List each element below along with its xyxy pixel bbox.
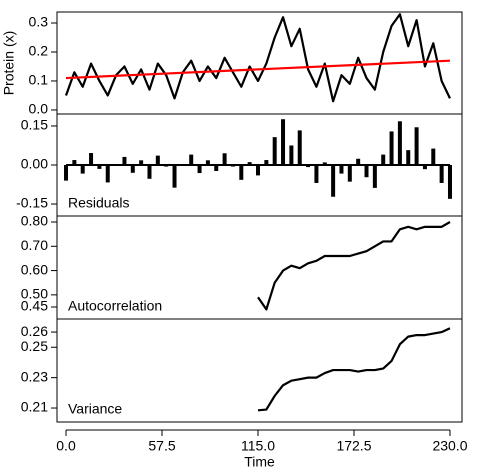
bar bbox=[97, 165, 102, 169]
bar bbox=[322, 162, 327, 165]
bar bbox=[397, 121, 402, 165]
bar bbox=[130, 165, 135, 173]
bar bbox=[339, 165, 344, 174]
bar bbox=[414, 127, 419, 165]
y-tick-label: 0.1 bbox=[29, 72, 49, 88]
x-tick-label: 230.0 bbox=[432, 438, 467, 454]
y-tick-label: 0.25 bbox=[21, 338, 48, 354]
y-tick-label: 0.60 bbox=[21, 261, 48, 277]
x-tick-label: 115.0 bbox=[241, 438, 275, 454]
bar bbox=[72, 160, 77, 165]
bar bbox=[122, 156, 127, 165]
x-tick-label: 172.5 bbox=[336, 438, 371, 454]
y-tick-label: 0.0 bbox=[29, 101, 49, 117]
series-line bbox=[64, 13, 451, 103]
bar bbox=[372, 165, 377, 188]
bar bbox=[431, 148, 436, 165]
panel-label: Residuals bbox=[68, 195, 129, 211]
bar bbox=[139, 160, 144, 165]
panel-label: Variance bbox=[68, 401, 122, 417]
bar bbox=[64, 165, 69, 181]
x-tick-label: 57.5 bbox=[148, 438, 175, 454]
bar bbox=[289, 145, 294, 165]
bar bbox=[314, 165, 319, 183]
bar bbox=[272, 137, 277, 165]
y-tick-label: 0.70 bbox=[21, 237, 48, 253]
y-axis-label: Protein (x) bbox=[1, 31, 17, 96]
bar bbox=[381, 154, 386, 165]
series-line bbox=[257, 221, 451, 311]
bar bbox=[306, 165, 311, 168]
y-tick-label: 0.3 bbox=[29, 14, 49, 30]
bar bbox=[147, 165, 152, 179]
bar bbox=[264, 160, 269, 165]
series-line bbox=[257, 327, 451, 412]
bar bbox=[89, 153, 94, 165]
bar bbox=[331, 165, 336, 197]
y-tick-label: 0.26 bbox=[21, 323, 48, 339]
x-axis-label: Time bbox=[244, 454, 275, 470]
bar bbox=[172, 165, 177, 188]
bar bbox=[214, 165, 219, 171]
bar bbox=[222, 153, 227, 165]
bar bbox=[247, 162, 252, 165]
bar bbox=[356, 158, 361, 165]
y-tick-label: 0.23 bbox=[21, 368, 48, 384]
bar bbox=[80, 165, 85, 174]
y-tick-label: 0.45 bbox=[21, 298, 48, 314]
bar bbox=[255, 165, 260, 176]
bar bbox=[155, 155, 160, 165]
bar bbox=[189, 154, 194, 165]
panel-label: Autocorrelation bbox=[68, 298, 162, 314]
panel-frame bbox=[56, 318, 463, 423]
bar bbox=[205, 160, 210, 165]
y-tick-label: 0.15 bbox=[21, 117, 48, 133]
bar bbox=[347, 165, 352, 182]
bar bbox=[197, 165, 202, 174]
y-tick-label: 0.00 bbox=[21, 156, 48, 172]
bar bbox=[422, 165, 427, 170]
bar bbox=[239, 165, 244, 180]
y-tick-label: -0.15 bbox=[16, 195, 48, 211]
y-tick-label: 0.50 bbox=[21, 286, 48, 302]
bar bbox=[439, 165, 444, 183]
bar bbox=[281, 119, 286, 165]
y-tick-label: 0.2 bbox=[29, 43, 49, 59]
bar bbox=[297, 130, 302, 165]
series-line bbox=[65, 59, 451, 80]
bar bbox=[447, 165, 452, 199]
y-tick-label: 0.21 bbox=[21, 399, 48, 415]
bar bbox=[364, 165, 369, 178]
bar bbox=[105, 165, 110, 183]
bar bbox=[406, 150, 411, 165]
x-tick-label: 0.0 bbox=[56, 438, 76, 454]
y-tick-label: 0.80 bbox=[21, 213, 48, 229]
bar bbox=[389, 131, 394, 165]
